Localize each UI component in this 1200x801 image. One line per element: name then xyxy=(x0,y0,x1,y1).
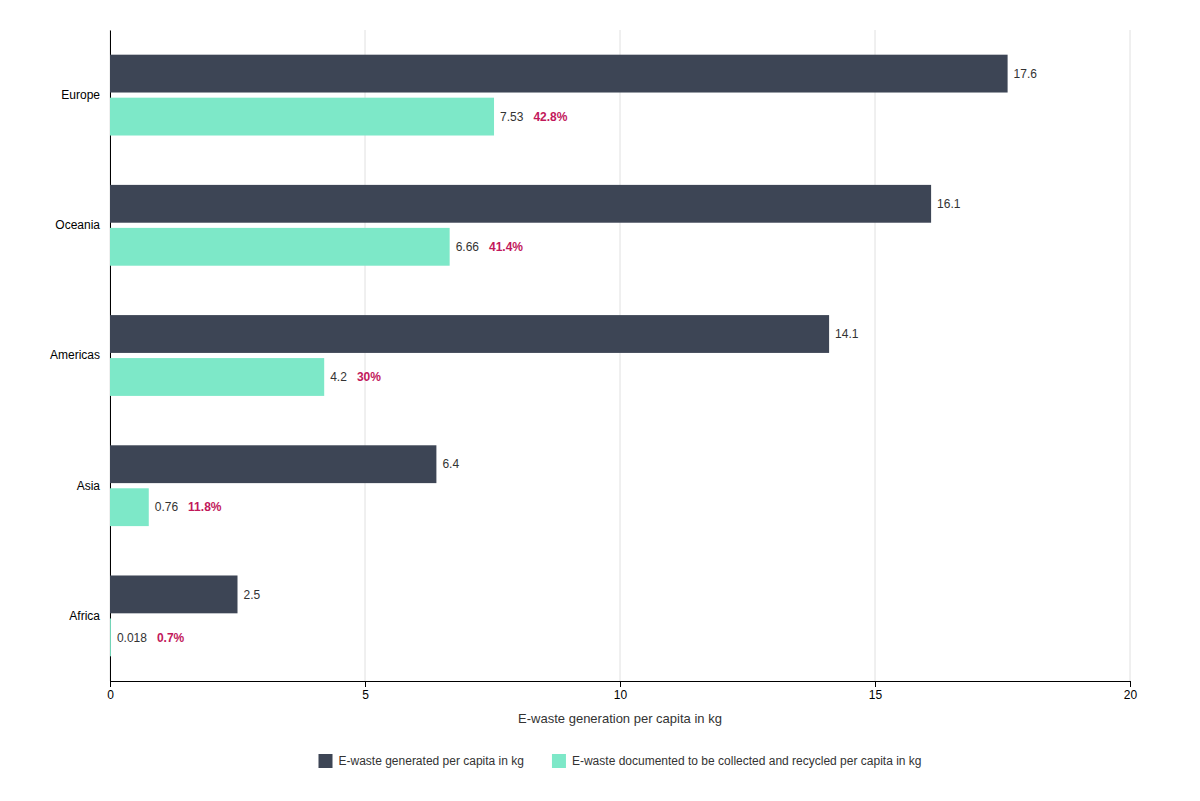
y-tick: Asia xyxy=(77,479,101,493)
y-tick-label: Americas xyxy=(50,348,100,362)
data-label: 17.6 xyxy=(1014,67,1038,81)
bar xyxy=(110,618,111,656)
grid xyxy=(110,30,1130,681)
x-tick-mark xyxy=(620,681,621,687)
y-tick-label: Africa xyxy=(69,609,100,623)
chart: 0 5 10 15 20 E-waste generation per capita in… xyxy=(0,0,1200,801)
plot: 0 5 10 15 20 E-waste generation per capita in… xyxy=(50,30,1138,726)
data-label: 7.53 xyxy=(500,110,524,124)
percent-label: 11.8% xyxy=(188,500,222,514)
legend: E-waste generated per capita in kg E-wast… xyxy=(319,754,922,768)
y-tick: Africa xyxy=(69,609,100,623)
bar xyxy=(110,315,829,353)
bar xyxy=(110,98,494,136)
bar xyxy=(110,575,238,613)
legend-swatch xyxy=(552,754,566,768)
bar xyxy=(110,358,324,396)
bars xyxy=(110,55,1008,657)
y-tick-label: Europe xyxy=(61,88,100,102)
bar xyxy=(110,228,450,266)
percent-label: 30% xyxy=(357,370,381,384)
x-tick-label: 5 xyxy=(362,688,369,702)
data-label: 0.018 xyxy=(117,631,147,645)
data-label: 6.66 xyxy=(456,240,480,254)
bar xyxy=(110,185,931,223)
legend-item: E-waste generated per capita in kg xyxy=(319,754,524,768)
legend-label: E-waste generated per capita in kg xyxy=(339,754,524,768)
data-labels: 17.6 16.1 14.1 6.4 2.5 7.53 42.8% 6.66 41.4% 4.2 3… xyxy=(117,67,1037,645)
y-tick: Europe xyxy=(61,88,100,102)
x-tick-mark xyxy=(365,681,366,687)
grid-line xyxy=(875,30,876,681)
data-label: 14.1 xyxy=(835,327,859,341)
percent-label: 0.7% xyxy=(157,631,185,645)
legend-label: E-waste documented to be collected and r… xyxy=(572,754,922,768)
y-tick-label: Oceania xyxy=(55,218,100,232)
bar xyxy=(110,55,1008,93)
x-axis-title: E-waste generation per capita in kg xyxy=(518,711,722,726)
data-label: 16.1 xyxy=(937,197,961,211)
x-axis-line xyxy=(111,682,1131,688)
percent-label: 42.8% xyxy=(533,110,567,124)
x-tick: 20 xyxy=(1124,681,1138,702)
x-tick-mark xyxy=(110,681,111,687)
x-axis: 0 5 10 15 20 xyxy=(107,681,1137,702)
x-tick: 0 xyxy=(107,681,114,702)
x-tick: 5 xyxy=(362,681,369,702)
x-tick-label: 0 xyxy=(107,688,114,702)
data-label: 2.5 xyxy=(244,588,261,602)
percent-label: 41.4% xyxy=(489,240,523,254)
x-tick: 10 xyxy=(614,681,628,702)
grid-line xyxy=(1130,30,1131,681)
y-axis: Europe Oceania Americas Asia Africa xyxy=(50,31,111,682)
grid-line xyxy=(620,30,621,681)
data-label: 6.4 xyxy=(442,457,459,471)
x-tick-label: 10 xyxy=(614,688,628,702)
x-tick-label: 20 xyxy=(1124,688,1138,702)
x-tick-mark xyxy=(1130,681,1131,687)
bar xyxy=(110,445,436,483)
legend-swatch xyxy=(319,754,333,768)
data-label: 0.76 xyxy=(155,500,179,514)
legend-item: E-waste documented to be collected and r… xyxy=(552,754,922,768)
x-tick-label: 15 xyxy=(869,688,883,702)
data-label: 4.2 xyxy=(330,370,347,384)
y-tick: Americas xyxy=(50,348,100,362)
y-tick-label: Asia xyxy=(77,479,101,493)
x-tick: 15 xyxy=(869,681,883,702)
bar xyxy=(110,488,149,526)
y-tick: Oceania xyxy=(55,218,100,232)
x-tick-mark xyxy=(875,681,876,687)
